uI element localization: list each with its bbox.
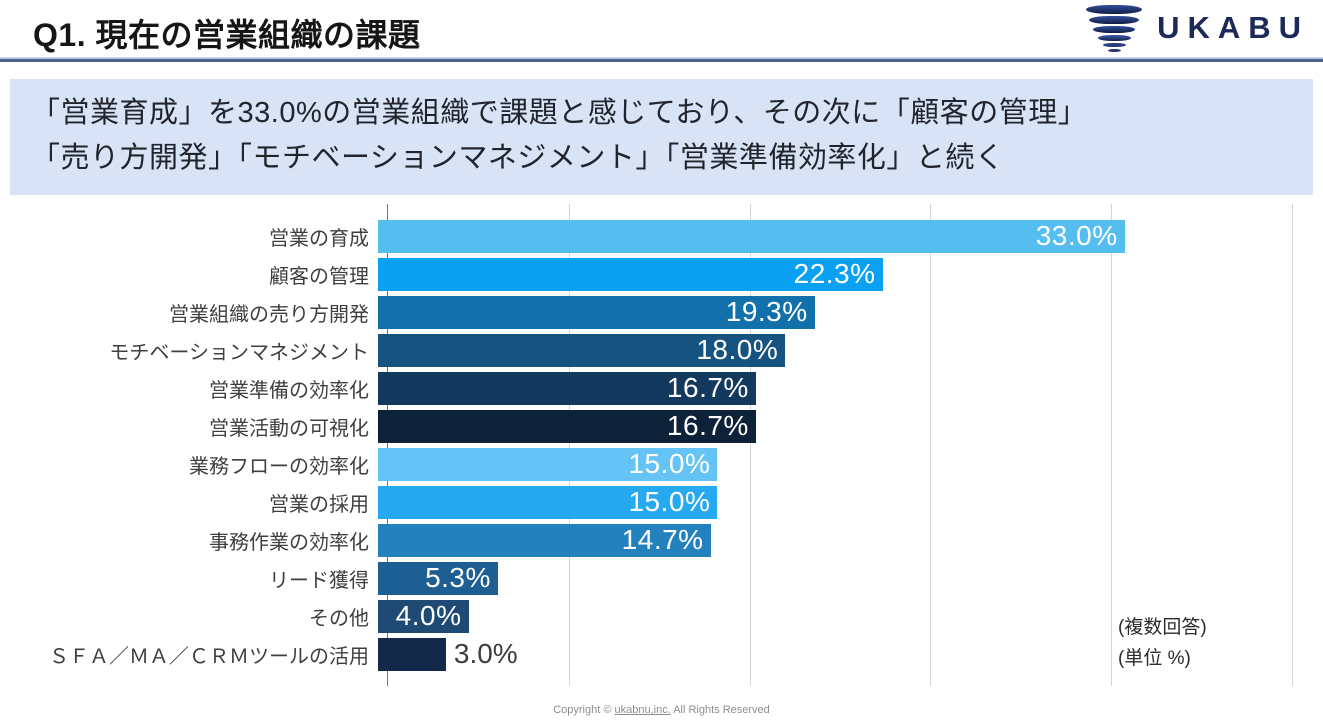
category-label: その他	[309, 607, 369, 630]
chart-rows: 営業の育成 33.0% 顧客の管理 22.3% 営業組織の売り方開発 19.3% モチベーシ…	[0, 217, 1323, 673]
value-label: 5.3%	[425, 562, 491, 593]
bar-track: 16.7%	[378, 409, 1283, 443]
bar-track: 16.7%	[378, 371, 1283, 405]
bar-track: 4.0%	[378, 599, 1283, 633]
bar-row: モチベーションマネジメント 18.0%	[0, 331, 1323, 369]
bar-track: 5.3%	[378, 561, 1283, 595]
bar: 14.7%	[378, 523, 711, 557]
bar-row: 営業準備の効率化 16.7%	[0, 369, 1323, 407]
category-label: 営業準備の効率化	[209, 379, 369, 402]
footer-company-link[interactable]: ukabnu,inc.	[614, 704, 671, 716]
bar: 22.3%	[378, 257, 883, 291]
summary-line-2: 「売り方開発」「モチベーションマネジメント」「営業準備効率化」と続く	[31, 142, 1005, 174]
bar-row: 顧客の管理 22.3%	[0, 255, 1323, 293]
value-label: 16.7%	[666, 410, 749, 441]
bar-track: 19.3%	[378, 295, 1283, 329]
bar-track: 14.7%	[378, 523, 1283, 557]
bar-track: 18.0%	[378, 333, 1283, 367]
bar: 33.0%	[378, 219, 1125, 253]
category-label: 営業組織の売り方開発	[169, 303, 369, 326]
bar: 15.0%	[378, 447, 718, 481]
funnel-stack-icon	[1084, 4, 1144, 52]
category-label: リード獲得	[269, 569, 369, 592]
bar-track: 15.0%	[378, 485, 1283, 519]
bar-row: 業務フローの効率化 15.0%	[0, 445, 1323, 483]
bar-track: 22.3%	[378, 257, 1283, 291]
bar-row: 事務作業の効率化 14.7%	[0, 521, 1323, 559]
value-label: 19.3%	[725, 296, 808, 327]
footer-copyright-prefix: Copyright ©	[553, 704, 615, 716]
chart-notes: (複数回答) (単位 %)	[1118, 612, 1207, 674]
bar-row: リード獲得 5.3%	[0, 559, 1323, 597]
value-label: 16.7%	[666, 372, 749, 403]
value-label: 15.0%	[628, 486, 711, 517]
category-label: ＳＦＡ／ＭＡ／ＣＲＭツールの活用	[49, 645, 369, 668]
gridline	[568, 204, 570, 686]
bar: 16.7%	[378, 409, 756, 443]
category-label: 業務フローの効率化	[189, 455, 369, 478]
bar-row: 営業活動の可視化 16.7%	[0, 407, 1323, 445]
bar: 4.0%	[378, 599, 469, 633]
summary-callout: 「営業育成」を33.0%の営業組織で課題と感じており、その次に「顧客の管理」 「…	[10, 79, 1313, 195]
value-label: 18.0%	[696, 334, 779, 365]
category-label: 顧客の管理	[269, 265, 369, 288]
bar: 16.7%	[378, 371, 756, 405]
value-label: 3.0%	[453, 638, 518, 669]
footer-copyright-suffix: All Rights Reserved	[670, 704, 770, 716]
bar: 19.3%	[378, 295, 815, 329]
title-divider	[0, 57, 1323, 62]
value-label: 33.0%	[1035, 220, 1118, 251]
value-label: 4.0%	[395, 600, 462, 631]
bar-row: ＳＦＡ／ＭＡ／ＣＲＭツールの活用 3.0%	[0, 635, 1323, 673]
category-label: モチベーションマネジメント	[109, 341, 369, 364]
category-label: 営業の採用	[269, 493, 369, 516]
bar: 15.0%	[378, 485, 718, 519]
value-label: 15.0%	[628, 448, 711, 479]
logo-wordmark: UKABU	[1157, 10, 1309, 45]
bar-row: 営業の採用 15.0%	[0, 483, 1323, 521]
value-label: 14.7%	[621, 524, 704, 555]
footer: Copyright © ukabnu,inc. All Rights Reser…	[0, 704, 1323, 716]
chart-note-multiple-answers: (複数回答)	[1118, 617, 1207, 638]
chart-note-unit: (単位 %)	[1118, 648, 1191, 669]
value-label: 22.3%	[793, 258, 876, 289]
summary-line-1: 「営業育成」を33.0%の営業組織で課題と感じており、その次に「顧客の管理」	[31, 97, 1088, 129]
bar-chart: 営業の育成 33.0% 顧客の管理 22.3% 営業組織の売り方開発 19.3% モチベーシ…	[0, 204, 1323, 701]
chart-gridlines	[387, 204, 1293, 686]
bar-row: 営業の育成 33.0%	[0, 217, 1323, 255]
bar-row: その他 4.0%	[0, 597, 1323, 635]
bar-track: 33.0%	[378, 219, 1283, 253]
gridline	[749, 204, 751, 686]
category-label: 営業活動の可視化	[209, 417, 369, 440]
bar-track: 3.0%	[378, 637, 1283, 671]
header: Q1. 現在の営業組織の課題 UKABU	[0, 0, 1323, 57]
gridline	[1292, 204, 1293, 686]
page-title: Q1. 現在の営業組織の課題	[33, 17, 421, 53]
bar: 3.0%	[378, 637, 518, 671]
bar: 5.3%	[378, 561, 498, 595]
gridline	[1111, 204, 1113, 686]
category-label: 営業の育成	[269, 227, 369, 250]
bar-track: 15.0%	[378, 447, 1283, 481]
gridline	[930, 204, 932, 686]
bar: 18.0%	[378, 333, 786, 367]
category-label: 事務作業の効率化	[209, 531, 369, 554]
ukabu-logo: UKABU	[1084, 4, 1309, 52]
bar-row: 営業組織の売り方開発 19.3%	[0, 293, 1323, 331]
